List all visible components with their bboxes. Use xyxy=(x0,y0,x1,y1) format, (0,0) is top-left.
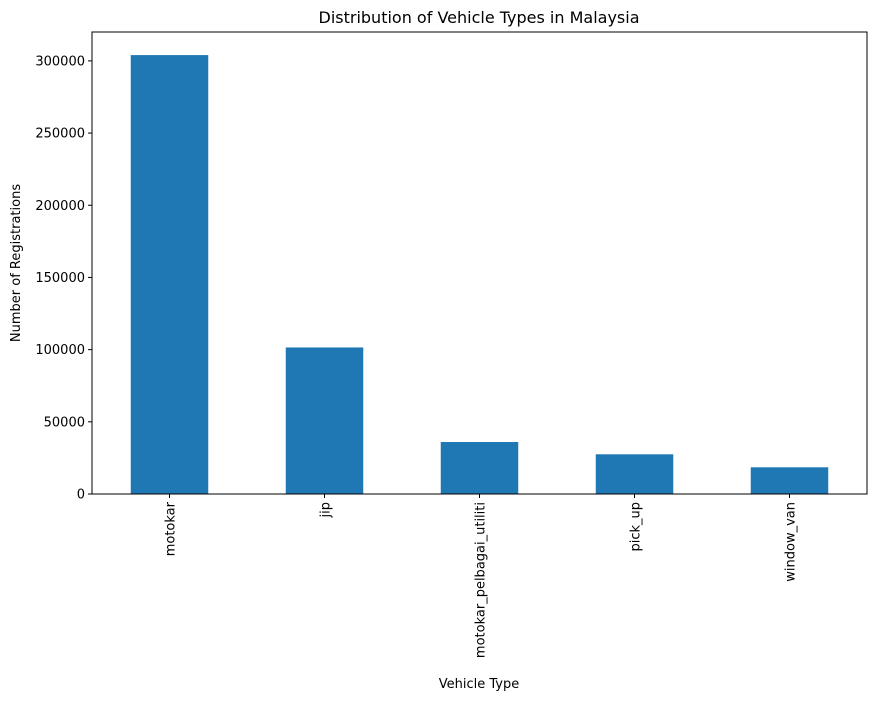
y-tick-label: 150000 xyxy=(35,271,85,286)
bar-motokar_pelbagai_utiliti xyxy=(440,442,519,494)
bar-pick_up xyxy=(595,454,674,494)
bar-window_van xyxy=(750,467,829,494)
y-tick-label: 200000 xyxy=(35,199,85,214)
x-axis-label: Vehicle Type xyxy=(439,677,519,692)
chart-title: Distribution of Vehicle Types in Malaysi… xyxy=(319,8,640,27)
bar-motokar xyxy=(130,55,209,494)
x-tick-label: motokar xyxy=(164,501,179,556)
y-axis: 0 50000 100000 150000 200000 250000 300000 xyxy=(35,54,92,503)
x-tick-label: window_van xyxy=(784,502,799,582)
x-tick-label: motokar_pelbagai_utiliti xyxy=(474,502,489,658)
y-tick-label: 0 xyxy=(77,488,85,503)
y-axis-label: Number of Registrations xyxy=(9,184,24,342)
y-tick-label: 100000 xyxy=(35,343,85,358)
x-tick-label: jip xyxy=(319,502,334,518)
bars-group xyxy=(130,55,829,494)
y-tick-label: 250000 xyxy=(35,127,85,142)
x-axis: motokar jip motokar_pelbagai_utiliti pick_u… xyxy=(164,494,799,658)
bar-jip xyxy=(285,347,364,494)
y-tick-label: 50000 xyxy=(44,415,85,430)
x-tick-label: pick_up xyxy=(629,502,644,552)
y-tick-label: 300000 xyxy=(35,54,85,69)
